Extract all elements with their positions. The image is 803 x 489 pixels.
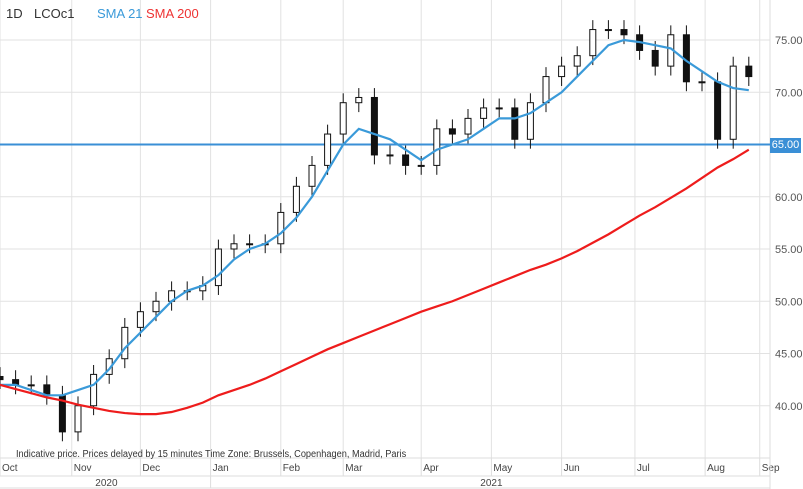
candle-body: [214, 248, 222, 287]
candle-body: [417, 164, 425, 167]
sma-200-line: [0, 148, 750, 416]
y-tick-label: 75.00: [775, 35, 803, 47]
candle-body: [339, 102, 347, 135]
month-label: Oct: [2, 463, 18, 474]
candle-body: [573, 55, 581, 67]
candle-body: [121, 326, 129, 360]
month-label: Dec: [142, 463, 160, 474]
candle-body: [277, 211, 285, 245]
footer-note: Indicative price. Prices delayed by 15 m…: [16, 449, 407, 460]
candle-body: [402, 154, 410, 166]
candle-body: [448, 128, 456, 135]
year-label: 2020: [95, 478, 118, 489]
y-tick-label: 55.00: [775, 244, 803, 256]
candle-body: [27, 384, 35, 387]
symbol-label[interactable]: LCOc1: [34, 6, 75, 21]
month-label: Sep: [762, 463, 780, 474]
candle-body: [386, 154, 394, 157]
candle-body: [698, 81, 706, 84]
candle-body: [136, 311, 144, 328]
candle-body: [604, 29, 612, 32]
candle-body: [433, 128, 441, 166]
candle-body: [542, 76, 550, 104]
interval-label[interactable]: 1D: [6, 6, 23, 21]
month-label: Nov: [74, 463, 92, 474]
candle-body: [246, 243, 254, 246]
candle-body: [714, 81, 722, 140]
candle-body: [526, 102, 534, 140]
candle-body: [464, 117, 472, 135]
y-tick-label: 40.00: [775, 401, 803, 413]
candle-body: [651, 49, 659, 67]
candle-body: [620, 29, 628, 36]
candle-body: [308, 164, 316, 187]
sma-21-legend[interactable]: SMA 21: [97, 6, 143, 21]
year-label: 2021: [480, 478, 503, 489]
candle-body: [370, 96, 378, 156]
candle-body: [480, 107, 488, 119]
candle-body: [495, 107, 503, 110]
candle-body: [745, 65, 753, 78]
candle-body: [74, 405, 82, 433]
candle-body: [558, 65, 566, 78]
month-label: Jul: [637, 463, 650, 474]
hline-price-badge: 65.00: [770, 138, 801, 153]
month-label: Jun: [564, 463, 580, 474]
y-tick-label: 45.00: [775, 349, 803, 361]
month-label: Jan: [213, 463, 229, 474]
candle-body: [292, 185, 300, 213]
month-label: Apr: [423, 463, 439, 474]
month-label: Aug: [707, 463, 725, 474]
month-label: Feb: [283, 463, 301, 474]
y-tick-label: 70.00: [775, 87, 803, 99]
candle-body: [0, 375, 4, 381]
candle-body: [324, 133, 332, 166]
candle-body: [230, 243, 238, 250]
candle-body: [90, 373, 98, 407]
sma-200-legend[interactable]: SMA 200: [146, 6, 199, 21]
y-tick-label: 60.00: [775, 192, 803, 204]
y-tick-label: 50.00: [775, 296, 803, 308]
sma-21-line: [0, 38, 749, 397]
candle-body: [355, 96, 363, 104]
month-label: Mar: [345, 463, 363, 474]
month-label: May: [493, 463, 512, 474]
candle-body: [152, 300, 160, 313]
candle-body: [511, 107, 519, 140]
candle-body: [729, 65, 737, 140]
candle-body: [589, 29, 597, 57]
